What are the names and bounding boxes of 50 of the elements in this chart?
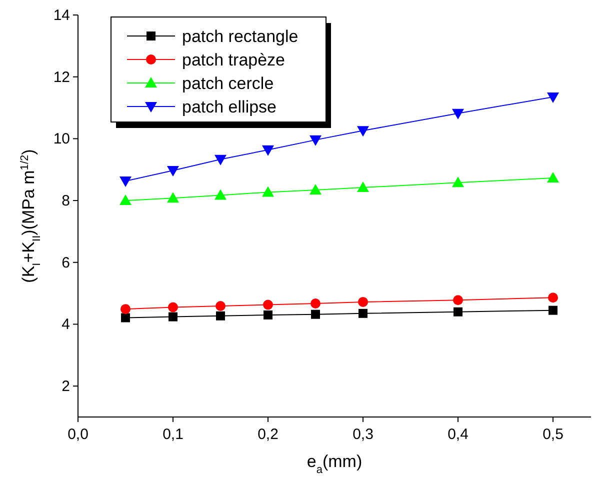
- point: [357, 126, 369, 137]
- point: [452, 176, 464, 188]
- y-tick-label: 12: [53, 68, 70, 86]
- point: [168, 302, 178, 312]
- x-tick-label: 0,4: [448, 426, 468, 443]
- point: [310, 298, 320, 309]
- x-tick-label: 0,1: [162, 426, 184, 443]
- point: [310, 135, 322, 146]
- point: [548, 292, 558, 303]
- legend-label: patch ellipse: [182, 98, 277, 116]
- legend-label: patch rectangle: [182, 27, 298, 46]
- point: [262, 186, 274, 197]
- legend-label: patch cercle: [182, 74, 274, 93]
- point: [357, 182, 369, 192]
- point: [168, 312, 178, 322]
- y-tick-label: 6: [62, 254, 70, 272]
- x-tick-label: 0,2: [258, 426, 278, 443]
- y-tick-label: 10: [53, 130, 70, 148]
- point: [547, 92, 559, 103]
- point: [358, 308, 368, 318]
- point: [120, 176, 132, 188]
- point: [216, 311, 225, 320]
- point: [167, 166, 179, 177]
- point: [167, 192, 179, 203]
- point: [358, 296, 368, 307]
- point: [262, 145, 274, 156]
- point: [548, 306, 558, 315]
- legend-label: patch trapèze: [182, 50, 286, 70]
- x-tick-label: 0,3: [352, 426, 374, 443]
- y-tick-label: 4: [62, 316, 70, 334]
- point: [120, 304, 130, 314]
- y-tick-label: 14: [53, 7, 70, 24]
- point: [547, 172, 559, 182]
- x-tick-label: 0,5: [542, 426, 564, 443]
- x-axis-title: e$_{a}$(mm): [306, 452, 362, 476]
- y-tick-label: 8: [62, 192, 70, 210]
- point: [120, 194, 132, 206]
- point: [452, 108, 464, 120]
- point: [264, 310, 272, 320]
- point: [263, 300, 273, 310]
- point: [214, 154, 226, 166]
- point: [310, 184, 322, 195]
- point: [214, 189, 226, 200]
- point: [454, 307, 462, 316]
- point: [453, 295, 463, 306]
- y-tick-label: 2: [62, 378, 70, 396]
- point: [121, 313, 130, 322]
- point: [311, 310, 320, 319]
- point: [216, 300, 226, 311]
- x-tick-label: 0,0: [68, 426, 88, 443]
